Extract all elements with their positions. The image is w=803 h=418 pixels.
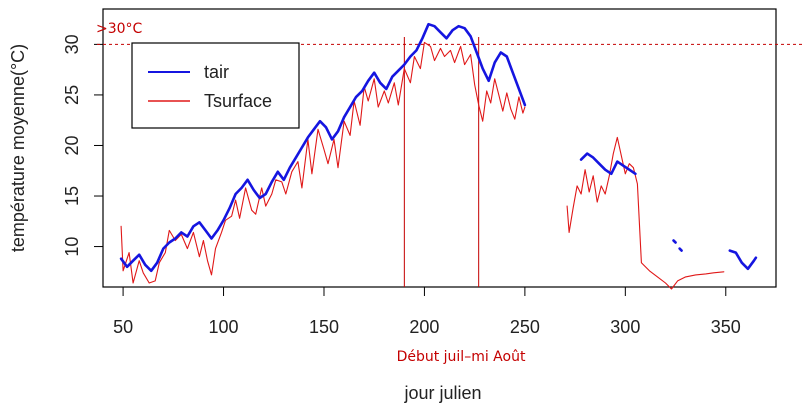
x-tick-label: 300	[610, 317, 640, 337]
legend: tair Tsurface	[131, 42, 300, 129]
series-layer	[119, 22, 758, 290]
y-tick-label: 10	[62, 237, 82, 257]
x-tick-label: 250	[510, 317, 540, 337]
series-tair-segment-0	[119, 22, 527, 273]
x-axis: 50 100 150 200 250 300 350	[113, 286, 741, 337]
legend-label-tair: tair	[204, 62, 229, 82]
series-tair-segment-3	[678, 247, 683, 252]
threshold-label: >30°C	[96, 21, 143, 37]
annotation-lines	[97, 37, 803, 287]
period-label: Début juil–mi Août	[397, 349, 526, 365]
y-axis-label: température moyenne(°C)	[8, 44, 28, 252]
x-tick-label: 100	[209, 317, 239, 337]
y-tick-label: 15	[62, 186, 82, 206]
legend-box	[131, 42, 300, 129]
x-tick-label: 50	[113, 317, 133, 337]
series-tair-segment-2	[672, 239, 677, 244]
x-tick-label: 200	[409, 317, 439, 337]
series-tair-segment-1	[579, 152, 637, 176]
y-tick-label: 30	[62, 34, 82, 54]
x-tick-label: 350	[711, 317, 741, 337]
x-tick-label: 150	[309, 317, 339, 337]
x-axis-label: jour julien	[403, 383, 481, 403]
y-axis: 10 15 20 25 30	[62, 34, 104, 257]
y-tick-label: 20	[62, 135, 82, 155]
series-tair-segment-4	[728, 249, 758, 271]
legend-label-tsurface: Tsurface	[204, 91, 272, 111]
series-tsurface-segment-0	[120, 41, 526, 284]
y-tick-label: 25	[62, 85, 82, 105]
